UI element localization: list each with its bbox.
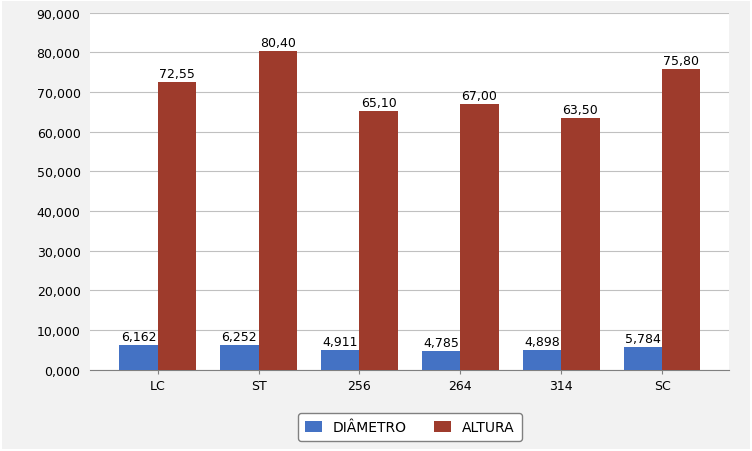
Bar [321,350,359,370]
Text: 4,785: 4,785 [423,336,459,349]
Bar [220,345,259,370]
Bar [259,51,297,370]
Text: 65,10: 65,10 [361,97,396,110]
Legend: DIÂMETRO, ALTURA: DIÂMETRO, ALTURA [298,414,522,441]
Bar [623,347,662,370]
Text: 63,50: 63,50 [562,103,598,116]
Bar [120,345,158,370]
Text: 80,40: 80,40 [259,37,296,50]
Bar [422,351,460,370]
Text: 75,80: 75,80 [663,55,699,68]
Text: 67,00: 67,00 [462,90,497,102]
Bar [158,83,196,370]
Text: 72,55: 72,55 [159,68,195,81]
Bar [662,70,700,370]
Text: 6,252: 6,252 [222,330,257,343]
Text: 4,911: 4,911 [323,336,358,349]
Bar [359,112,398,370]
Bar [561,119,599,370]
Text: 4,898: 4,898 [524,336,560,349]
Bar [523,350,561,370]
Bar [460,105,499,370]
Text: 5,784: 5,784 [625,332,661,345]
Text: 6,162: 6,162 [121,331,156,344]
